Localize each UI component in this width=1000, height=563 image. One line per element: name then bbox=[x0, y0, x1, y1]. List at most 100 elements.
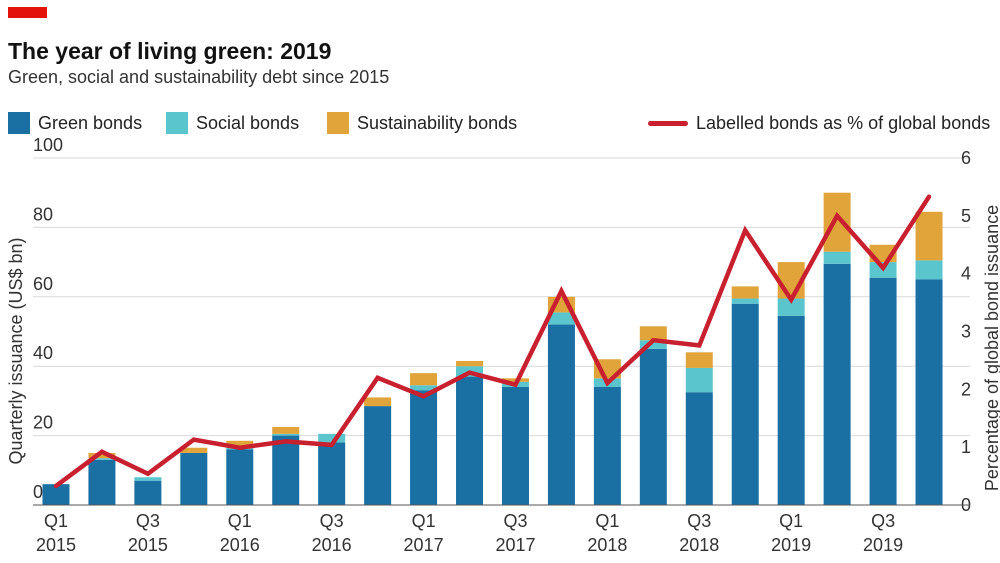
bar-social bbox=[456, 366, 484, 377]
bar-green bbox=[823, 263, 851, 505]
bar-sustainability bbox=[869, 244, 897, 263]
x-tick-label-quarter: Q1 bbox=[412, 511, 436, 531]
legend-social-label: Social bonds bbox=[196, 112, 300, 133]
bar-social bbox=[272, 433, 300, 436]
bar-green bbox=[410, 390, 438, 505]
legend-sustainability-swatch bbox=[327, 112, 349, 134]
x-tick-label-year: 2016 bbox=[220, 535, 260, 555]
bar-social bbox=[593, 378, 621, 388]
legend-green-swatch bbox=[8, 112, 30, 134]
bar-green bbox=[364, 406, 392, 505]
bar-sustainability bbox=[823, 192, 851, 252]
y-right-tick-label: 0 bbox=[961, 495, 971, 515]
bar-social bbox=[869, 262, 897, 278]
bar-green bbox=[547, 324, 575, 505]
bar-green bbox=[639, 348, 667, 505]
axis-layer: 0 20 40 60 80 100 0 1 2 3 4 5 6 Q1 2015 Q3 2015 Q1 2016 Q3 2… bbox=[6, 135, 1000, 555]
bar-green bbox=[318, 442, 346, 505]
bar-sustainability bbox=[639, 326, 667, 341]
bars-layer bbox=[42, 192, 943, 505]
bar-sustainability bbox=[272, 426, 300, 434]
x-tick-label-year: 2018 bbox=[587, 535, 627, 555]
x-tick-label-year: 2018 bbox=[679, 535, 719, 555]
bar-green bbox=[42, 484, 70, 505]
bar-green bbox=[272, 435, 300, 505]
x-tick-label-quarter: Q3 bbox=[320, 511, 344, 531]
brand-bar bbox=[8, 7, 47, 18]
x-tick-label-year: 2017 bbox=[404, 535, 444, 555]
y-right-tick-label: 5 bbox=[961, 206, 971, 226]
bar-green bbox=[134, 480, 162, 505]
y-right-tick-label: 4 bbox=[961, 264, 971, 284]
bar-social bbox=[915, 260, 943, 280]
x-tick-label-quarter: Q3 bbox=[687, 511, 711, 531]
legend-sustainability-label: Sustainability bonds bbox=[357, 112, 518, 133]
y-tick-label: 20 bbox=[33, 413, 53, 433]
bar-green bbox=[456, 376, 484, 505]
bar-sustainability bbox=[226, 440, 254, 448]
bar-green bbox=[501, 387, 529, 505]
bar-sustainability bbox=[501, 378, 529, 382]
y-axis-right-title: Percentage of global bond issuance bbox=[982, 205, 1000, 491]
bar-green bbox=[731, 303, 759, 505]
bar-social bbox=[547, 312, 575, 325]
y-tick-label: 60 bbox=[33, 274, 53, 294]
bar-social bbox=[134, 477, 162, 481]
bar-social bbox=[639, 340, 667, 349]
y-tick-label: 0 bbox=[33, 482, 43, 502]
legend-social: Social bonds bbox=[166, 110, 299, 136]
legend-sustainability: Sustainability bonds bbox=[327, 110, 517, 136]
bar-green bbox=[226, 449, 254, 505]
legend-green: Green bonds bbox=[8, 110, 142, 136]
line-labelled-bonds-pct bbox=[53, 194, 932, 489]
x-tick-label-quarter: Q3 bbox=[136, 511, 160, 531]
legend-social-swatch bbox=[166, 112, 188, 134]
bar-sustainability bbox=[685, 352, 713, 368]
y-axis-title: Quarterly issuance (US$ bn) bbox=[6, 237, 26, 464]
bar-green bbox=[869, 277, 897, 505]
bar-social bbox=[318, 433, 346, 443]
bar-sustainability bbox=[777, 262, 805, 299]
bar-social bbox=[410, 385, 438, 391]
bar-green bbox=[777, 315, 805, 505]
bar-sustainability bbox=[915, 211, 943, 261]
bar-sustainability bbox=[410, 373, 438, 386]
y-right-tick-label: 6 bbox=[961, 148, 971, 168]
y-tick-label: 80 bbox=[33, 204, 53, 224]
bar-social bbox=[501, 381, 529, 388]
x-tick-label-quarter: Q3 bbox=[503, 511, 527, 531]
legend-line-label: Labelled bonds as % of global bonds bbox=[696, 112, 991, 133]
legend-green-label: Green bonds bbox=[38, 112, 143, 133]
bar-sustainability bbox=[456, 360, 484, 367]
chart-title: The year of living green: 2019 bbox=[8, 38, 332, 64]
bar-green bbox=[915, 279, 943, 505]
x-tick-label-quarter: Q1 bbox=[228, 511, 252, 531]
bar-sustainability bbox=[364, 397, 392, 407]
bar-green bbox=[180, 452, 208, 505]
y-right-tick-label: 1 bbox=[961, 437, 971, 457]
bar-social bbox=[823, 251, 851, 264]
grid-layer bbox=[33, 157, 970, 437]
chart-subtitle: Green, social and sustainability debt si… bbox=[8, 67, 390, 87]
bar-green bbox=[685, 392, 713, 505]
bar-sustainability bbox=[593, 359, 621, 379]
legend-line-swatch bbox=[648, 120, 688, 126]
x-tick-label-year: 2019 bbox=[771, 535, 811, 555]
y-right-tick-label: 3 bbox=[961, 322, 971, 342]
bar-sustainability bbox=[180, 447, 208, 453]
bar-social bbox=[777, 298, 805, 316]
x-tick-label-year: 2016 bbox=[312, 535, 352, 555]
x-tick-label-quarter: Q1 bbox=[44, 511, 68, 531]
y-tick-label: 40 bbox=[33, 343, 53, 363]
bar-social bbox=[88, 458, 116, 460]
x-tick-label-year: 2015 bbox=[36, 535, 76, 555]
y-tick-label: 100 bbox=[33, 135, 63, 155]
legend-line: Labelled bonds as % of global bonds bbox=[648, 110, 990, 136]
x-tick-label-quarter: Q1 bbox=[779, 511, 803, 531]
line-layer bbox=[53, 194, 932, 489]
x-tick-label-quarter: Q3 bbox=[871, 511, 895, 531]
bar-social bbox=[685, 367, 713, 393]
bar-social bbox=[226, 447, 254, 450]
bar-sustainability bbox=[547, 296, 575, 313]
